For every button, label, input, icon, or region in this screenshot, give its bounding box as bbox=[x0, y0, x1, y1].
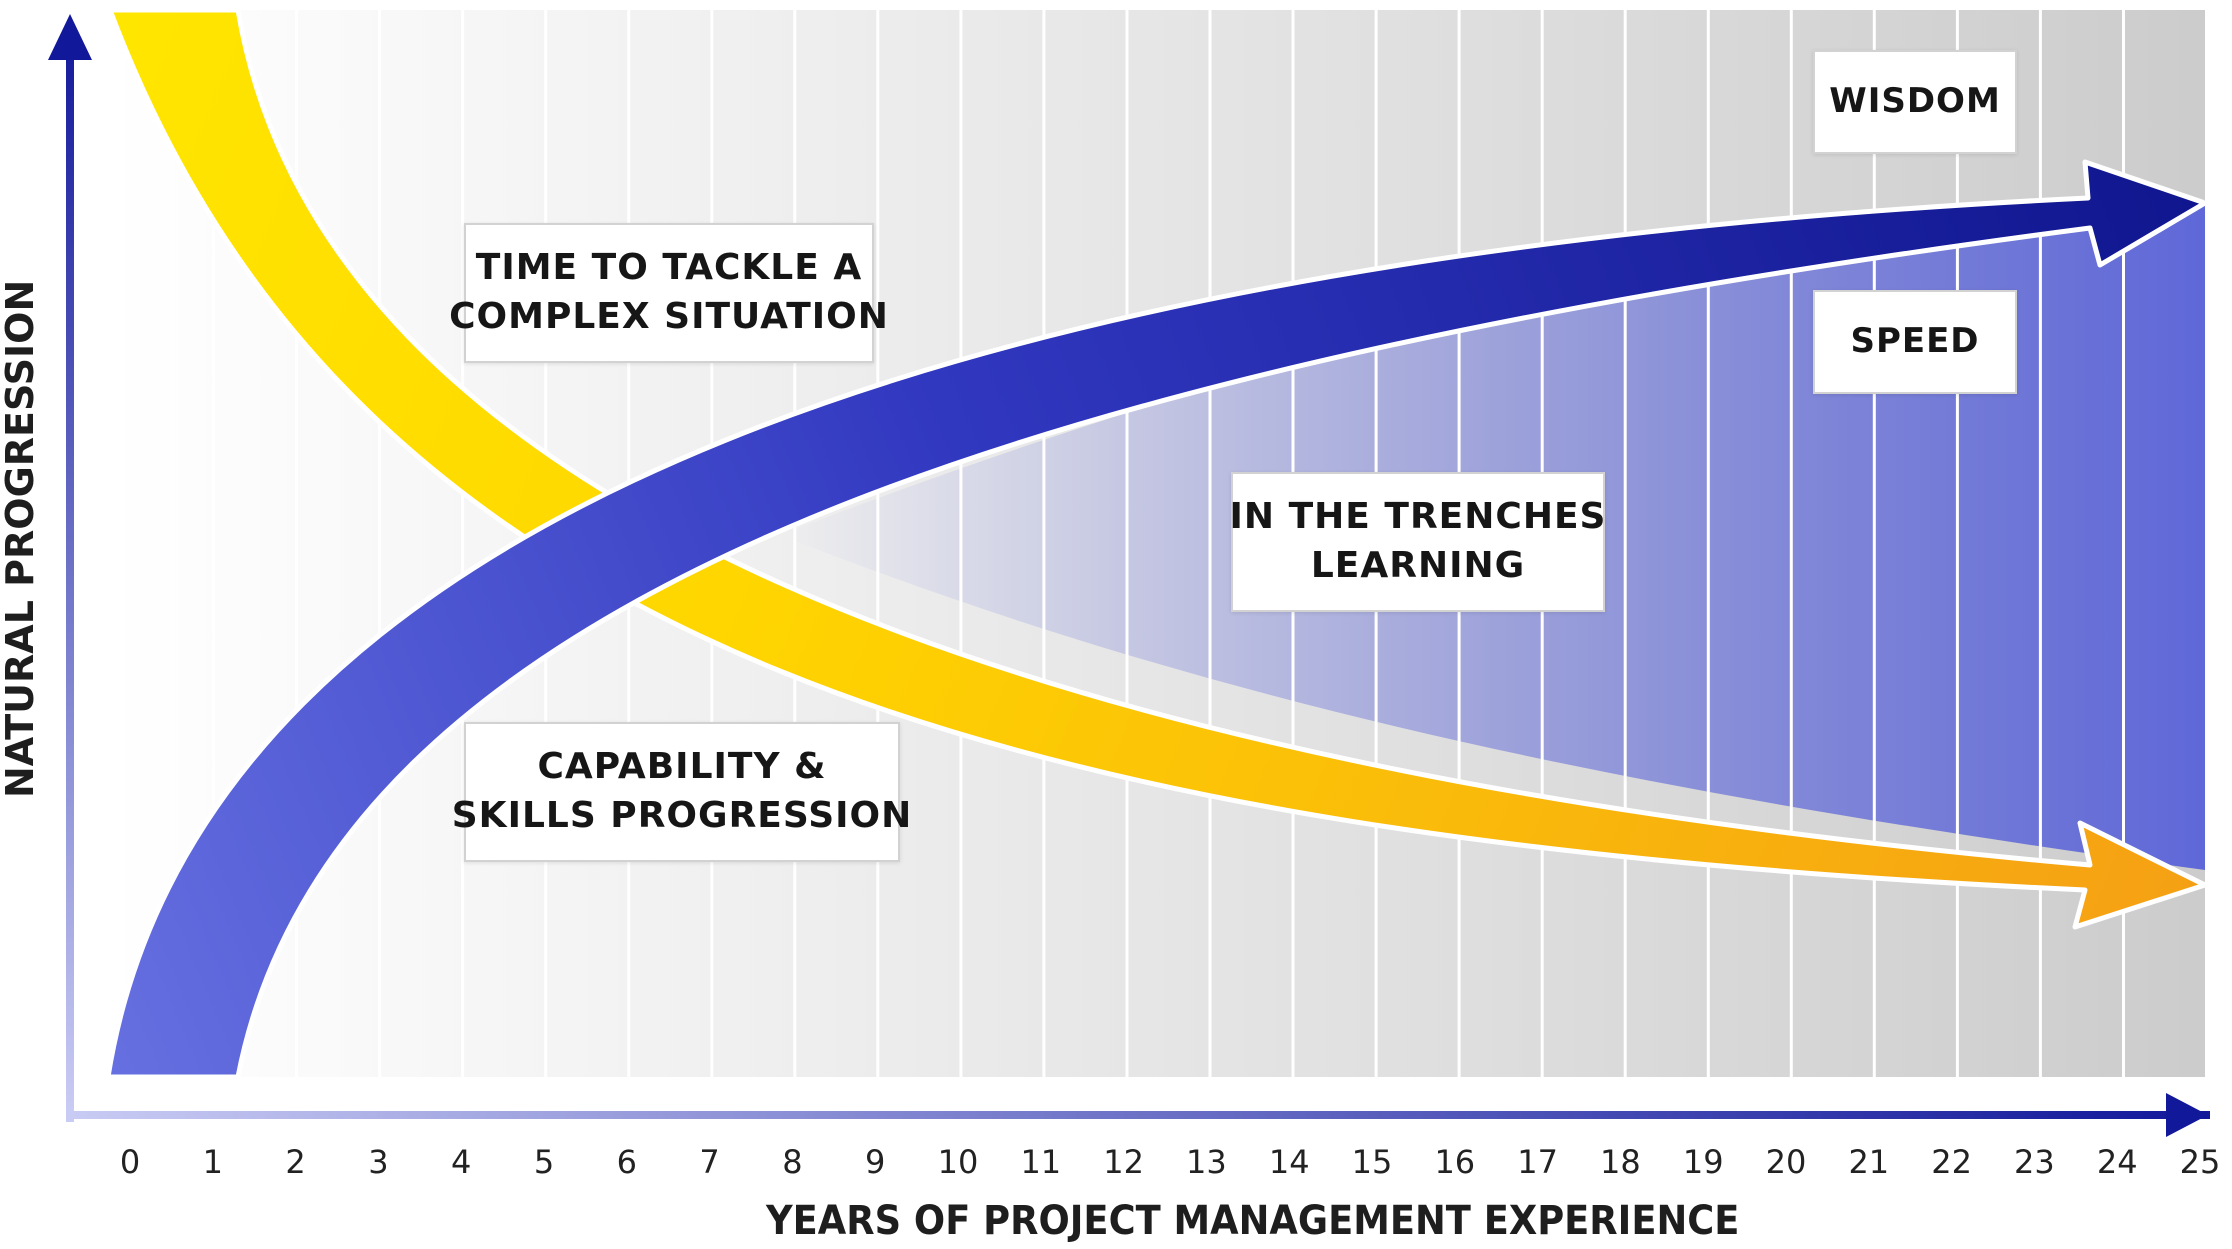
x-tick-20: 20 bbox=[1765, 1143, 1807, 1181]
speed-label: SPEED bbox=[1813, 290, 2017, 394]
gridline-5 bbox=[461, 10, 465, 1077]
x-axis-line bbox=[70, 1111, 2210, 1119]
time-to-tackle-line2: COMPLEX SITUATION bbox=[449, 296, 889, 337]
x-tick-13: 13 bbox=[1186, 1143, 1227, 1181]
capability-line1: CAPABILITY & bbox=[537, 746, 827, 788]
x-tick-23: 23 bbox=[2014, 1143, 2055, 1181]
x-tick-25: 25 bbox=[2179, 1143, 2221, 1181]
capability-curve bbox=[105, 159, 2208, 1080]
x-tick-10: 10 bbox=[937, 1143, 979, 1181]
gridline-9 bbox=[793, 10, 797, 1077]
y-axis-title: NATURAL PROGRESSION bbox=[0, 279, 42, 798]
time-to-tackle-line1: TIME TO TACKLE A bbox=[475, 247, 863, 289]
x-tick-9: 9 bbox=[865, 1143, 886, 1181]
x-tick-3: 3 bbox=[368, 1143, 389, 1181]
gridline-12 bbox=[1042, 10, 1046, 1077]
x-tick-5: 5 bbox=[533, 1143, 555, 1181]
x-axis-arrowhead bbox=[2166, 1093, 2208, 1137]
x-tick-14: 14 bbox=[1268, 1143, 1310, 1181]
x-tick-6: 6 bbox=[616, 1143, 637, 1181]
x-tick-8: 8 bbox=[782, 1143, 803, 1181]
trenches-line1: IN THE TRENCHES bbox=[1229, 496, 1607, 538]
capability-label: CAPABILITY & SKILLS PROGRESSION bbox=[452, 722, 911, 862]
time-to-tackle-label: TIME TO TACKLE A COMPLEX SITUATION bbox=[449, 223, 888, 363]
trenches-line2: LEARNING bbox=[1310, 545, 1526, 586]
wisdom-label: WISDOM bbox=[1813, 50, 2017, 154]
x-tick-18: 18 bbox=[1600, 1143, 1641, 1181]
x-tick-17: 17 bbox=[1517, 1143, 1558, 1181]
gridline-14 bbox=[1208, 10, 1212, 1077]
gridline-21 bbox=[1789, 10, 1793, 1077]
x-tick-4: 4 bbox=[451, 1143, 472, 1181]
gridline-24 bbox=[2038, 10, 2042, 1077]
x-tick-11: 11 bbox=[1020, 1143, 1062, 1181]
x-tick-19: 19 bbox=[1682, 1143, 1724, 1181]
x-tick-0: 0 bbox=[119, 1143, 141, 1181]
x-tick-2: 2 bbox=[285, 1143, 306, 1181]
x-tick-21: 21 bbox=[1848, 1143, 1890, 1181]
gridline-22 bbox=[1872, 10, 1876, 1077]
gridline-20 bbox=[1706, 10, 1710, 1077]
x-tick-12: 12 bbox=[1103, 1143, 1144, 1181]
gridline-13 bbox=[1125, 10, 1129, 1077]
gridline-25 bbox=[2122, 10, 2125, 1077]
gridline-4 bbox=[378, 10, 382, 1077]
wisdom-text: WISDOM bbox=[1829, 81, 2001, 122]
y-axis-arrowhead bbox=[48, 14, 92, 60]
capability-line2: SKILLS PROGRESSION bbox=[451, 795, 913, 836]
speed-text: SPEED bbox=[1850, 321, 1980, 362]
trenches-learning-label: IN THE TRENCHES LEARNING bbox=[1229, 472, 1607, 612]
x-tick-1: 1 bbox=[202, 1143, 223, 1181]
gridline-23 bbox=[1955, 10, 1959, 1077]
x-tick-24: 24 bbox=[2096, 1143, 2138, 1181]
gridline-3 bbox=[295, 10, 298, 1077]
time-to-tackle-curve bbox=[107, 7, 2208, 930]
gridline-19 bbox=[1623, 10, 1627, 1077]
x-tick-22: 22 bbox=[1931, 1143, 1972, 1181]
x-tick-7: 7 bbox=[699, 1143, 720, 1181]
gridline-2 bbox=[212, 10, 215, 1077]
x-tick-16: 16 bbox=[1434, 1143, 1476, 1181]
x-axis-title: YEARS OF PROJECT MANAGEMENT EXPERIENCE bbox=[766, 1198, 1740, 1244]
gridline-11 bbox=[959, 10, 963, 1077]
gridline-10 bbox=[876, 10, 880, 1077]
x-tick-15: 15 bbox=[1351, 1143, 1393, 1181]
y-axis-line bbox=[66, 50, 74, 1122]
